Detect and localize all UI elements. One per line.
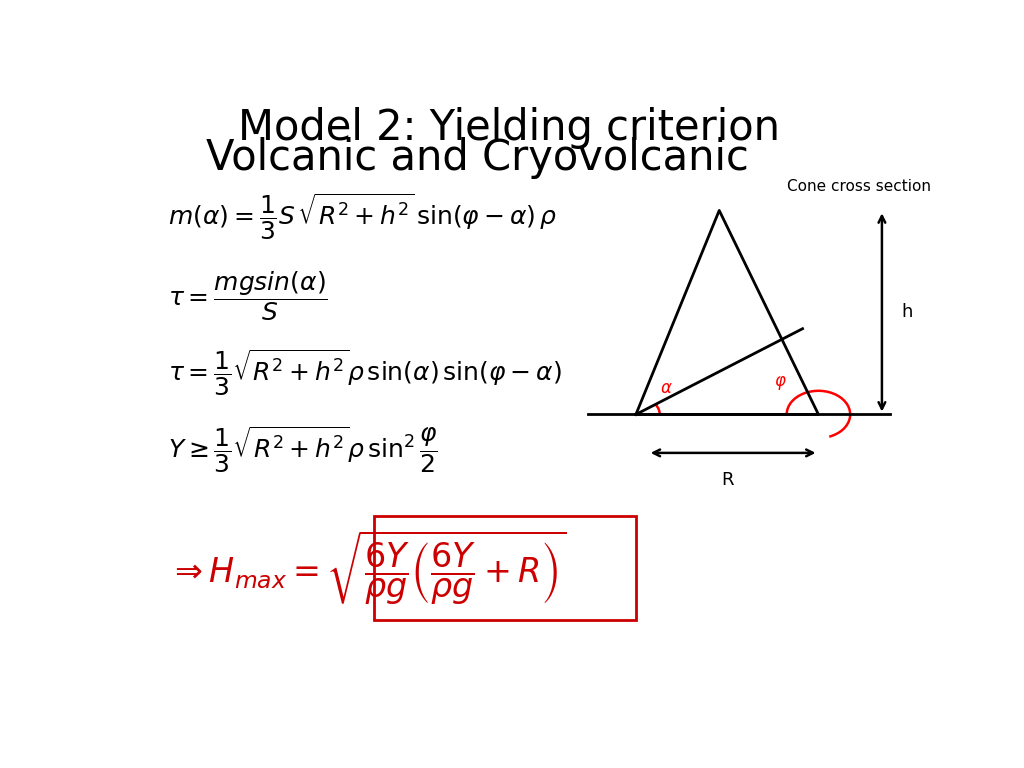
Text: Model 2: Yielding criterion: Model 2: Yielding criterion <box>238 107 780 149</box>
Text: Cone cross section: Cone cross section <box>786 179 931 194</box>
Text: $\tau = \dfrac{1}{3}\sqrt{R^2 + h^2}\rho\,\sin(\alpha)\,\sin(\varphi - \alpha)$: $\tau = \dfrac{1}{3}\sqrt{R^2 + h^2}\rho… <box>168 348 561 399</box>
Text: h: h <box>902 303 913 322</box>
Text: Volcanic and Cryovolcanic: Volcanic and Cryovolcanic <box>206 137 749 178</box>
Text: $m(\alpha) = \dfrac{1}{3}S\,\sqrt{R^2 + h^2}\,\sin(\varphi - \alpha)\,\rho$: $m(\alpha) = \dfrac{1}{3}S\,\sqrt{R^2 + … <box>168 191 557 242</box>
Text: $\varphi$: $\varphi$ <box>774 374 786 392</box>
Text: $\alpha$: $\alpha$ <box>659 379 673 397</box>
Text: $\tau = \dfrac{mgsin(\alpha)}{S}$: $\tau = \dfrac{mgsin(\alpha)}{S}$ <box>168 270 328 323</box>
Text: $\Rightarrow H_{max} = \sqrt{\dfrac{6Y}{\rho g}\left(\dfrac{6Y}{\rho g} + R\righ: $\Rightarrow H_{max} = \sqrt{\dfrac{6Y}{… <box>168 529 566 607</box>
Text: $Y \geq \dfrac{1}{3}\sqrt{R^2 + h^2}\rho\,\sin^2\dfrac{\varphi}{2}$: $Y \geq \dfrac{1}{3}\sqrt{R^2 + h^2}\rho… <box>168 425 437 475</box>
Text: R: R <box>721 471 733 488</box>
